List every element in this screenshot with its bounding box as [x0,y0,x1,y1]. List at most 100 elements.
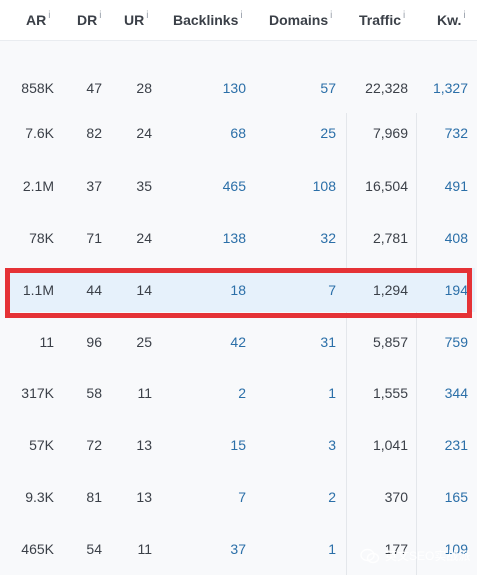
info-icon[interactable]: i [48,10,51,21]
cell-dr: 82 [86,125,102,141]
info-icon[interactable]: i [146,10,149,21]
cell-domains[interactable]: 108 [312,178,336,194]
cell-kw[interactable]: 194 [444,282,468,298]
cell-dr: 37 [86,178,102,194]
column-divider-traffic [346,113,347,575]
table-row[interactable]: 7.6K 82 24 68 25 7,969 732 [8,96,475,170]
cell-backlinks[interactable]: 15 [230,437,246,453]
cell-ar: 465K [21,541,54,557]
table-row[interactable]: 11 96 25 42 31 5,857 759 [8,305,475,379]
table-row[interactable]: 317K 58 11 2 1 1,555 344 [8,356,475,430]
header-ur-label: UR [124,12,145,28]
cell-ar: 317K [21,385,54,401]
cell-dr: 71 [86,230,102,246]
cell-traffic: 370 [384,489,408,505]
table-row[interactable]: 9.3K 81 13 7 2 370 165 [8,460,475,534]
cell-ur: 24 [136,125,152,141]
cell-backlinks[interactable]: 138 [222,230,246,246]
header-backlinks[interactable]: Backlinks i [173,10,243,30]
cell-domains[interactable]: 7 [328,282,336,298]
header-kw-label: Kw. [437,12,462,28]
cell-backlinks[interactable]: 18 [230,282,246,298]
table-row[interactable]: 465K 54 11 37 1 177 109 [8,512,475,586]
cell-kw[interactable]: 408 [444,230,468,246]
cell-ur: 13 [136,489,152,505]
cell-backlinks[interactable]: 68 [230,125,246,141]
cell-kw[interactable]: 759 [444,334,468,350]
cell-kw[interactable]: 344 [444,385,468,401]
cell-traffic: 16,504 [365,178,408,194]
info-icon[interactable]: i [240,10,243,21]
watermark: 英文SEO实战派 [360,544,470,568]
cell-dr: 44 [86,282,102,298]
table-header: AR i DR i UR i Backlinks i Domains i Traffic i… [0,0,477,41]
cell-ur: 35 [136,178,152,194]
cell-backlinks[interactable]: 130 [222,80,246,96]
cell-domains[interactable]: 25 [320,125,336,141]
cell-ur: 25 [136,334,152,350]
cell-domains[interactable]: 32 [320,230,336,246]
cell-traffic: 1,294 [372,282,408,298]
header-dr-label: DR [77,12,98,28]
cell-backlinks[interactable]: 7 [238,489,246,505]
cell-ur: 14 [136,282,152,298]
cell-ar: 7.6K [25,125,54,141]
highlight-annotation-box [5,268,472,318]
cell-dr: 58 [86,385,102,401]
header-ar-label: AR [26,12,47,28]
header-dr[interactable]: DR i [77,10,101,30]
header-domains[interactable]: Domains i [269,10,332,30]
info-icon[interactable]: i [99,10,102,21]
cell-kw[interactable]: 732 [444,125,468,141]
cell-ur: 11 [137,385,152,401]
cell-dr: 81 [86,489,102,505]
header-traffic[interactable]: Traffic i [359,10,405,30]
cell-domains[interactable]: 1 [328,385,336,401]
cell-ur: 24 [136,230,152,246]
table-row[interactable]: 1.1M 44 14 18 7 1,294 194 [8,268,475,312]
cell-ar: 9.3K [25,489,54,505]
cell-kw[interactable]: 109 [444,541,468,557]
cell-traffic: 7,969 [372,125,408,141]
cell-ar: 1.1M [22,282,54,298]
table-row[interactable]: 57K 72 13 15 3 1,041 231 [8,408,475,482]
cell-kw[interactable]: 491 [444,178,468,194]
watermark-text: 英文SEO实战派 [385,549,471,563]
header-domains-label: Domains [269,12,329,28]
cell-dr: 54 [86,541,102,557]
cell-backlinks[interactable]: 42 [230,334,246,350]
info-icon[interactable]: i [403,10,406,21]
cell-domains[interactable]: 1 [328,541,336,557]
cell-domains[interactable]: 2 [328,489,336,505]
table-row[interactable]: 78K 71 24 138 32 2,781 408 [8,201,475,275]
header-traffic-label: Traffic [359,12,402,28]
info-icon[interactable]: i [330,10,333,21]
cell-backlinks[interactable]: 37 [230,541,246,557]
cell-kw[interactable]: 231 [444,437,468,453]
column-divider-kw [416,113,417,575]
header-ar[interactable]: AR i [26,10,50,30]
cell-ur: 28 [136,80,152,96]
cell-domains[interactable]: 57 [320,80,336,96]
cell-backlinks[interactable]: 2 [238,385,246,401]
table-row[interactable]: 2.1M 37 35 465 108 16,504 491 [8,149,475,223]
cell-ar: 11 [39,334,54,350]
wechat-icon [360,548,380,564]
cell-ar: 2.1M [22,178,54,194]
cell-kw[interactable]: 1,327 [432,80,468,96]
cell-dr: 72 [86,437,102,453]
cell-backlinks[interactable]: 465 [222,178,246,194]
cell-ar: 78K [29,230,54,246]
table-row[interactable]: 858K 47 28 130 57 22,328 1,327 [8,51,475,125]
header-ur[interactable]: UR i [124,10,148,30]
cell-ar: 57K [29,437,54,453]
cell-traffic: 2,781 [372,230,408,246]
cell-domains[interactable]: 3 [328,437,336,453]
header-kw[interactable]: Kw. i [437,10,466,30]
cell-dr: 47 [86,80,102,96]
cell-traffic: 1,555 [372,385,408,401]
cell-domains[interactable]: 31 [320,334,336,350]
info-icon[interactable]: i [463,10,466,21]
cell-kw[interactable]: 165 [444,489,468,505]
